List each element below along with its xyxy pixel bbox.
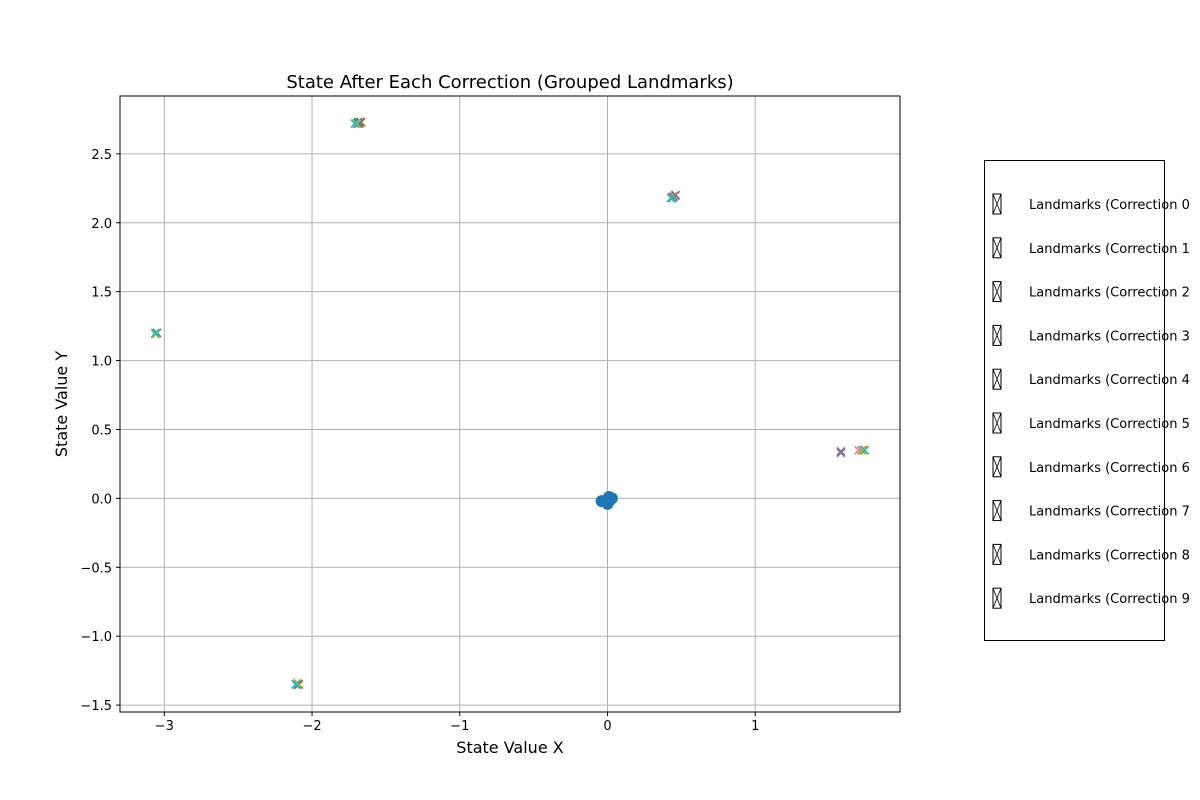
y-tick-label: 1.5 bbox=[91, 286, 112, 301]
legend-label: Landmarks (Correction 9 bbox=[1029, 592, 1190, 607]
landmark-marker bbox=[858, 445, 868, 455]
y-tick-label: 1.0 bbox=[91, 355, 112, 370]
x-tick-label: −2 bbox=[302, 719, 321, 734]
legend-label: Landmarks (Correction 0 bbox=[1029, 198, 1190, 213]
x-axis-title: State Value X bbox=[456, 738, 563, 757]
legend-entry: Landmarks (Correction 5 bbox=[992, 412, 1190, 434]
landmark-marker bbox=[836, 448, 846, 458]
grid bbox=[120, 96, 900, 712]
y-tick-label: −1.0 bbox=[80, 630, 112, 645]
x-tick-label: 1 bbox=[751, 719, 759, 734]
landmark-marker bbox=[150, 329, 160, 339]
y-tick-label: 0.5 bbox=[91, 423, 112, 438]
legend-entry: Landmarks (Correction 4 bbox=[992, 368, 1190, 390]
plot-frame bbox=[119, 95, 901, 713]
legend-label: Landmarks (Correction 8 bbox=[1029, 548, 1190, 563]
legend-box bbox=[984, 160, 1165, 641]
x-tick-label: 0 bbox=[603, 719, 611, 734]
y-tick-label: 0.0 bbox=[91, 492, 112, 507]
x-tick-label: −1 bbox=[450, 719, 469, 734]
legend-label: Landmarks (Correction 3 bbox=[1029, 329, 1190, 344]
landmark-marker bbox=[857, 445, 867, 455]
y-tick-label: −1.5 bbox=[80, 699, 112, 714]
legend-entry: Landmarks (Correction 2 bbox=[992, 281, 1190, 303]
y-tick-label: 2.5 bbox=[91, 148, 112, 163]
y-tick-label: 2.0 bbox=[91, 217, 112, 232]
landmark-marker bbox=[291, 679, 301, 689]
legend-entry: Landmarks (Correction 0 bbox=[992, 193, 1190, 215]
legend-entry: Landmarks (Correction 8 bbox=[992, 543, 1190, 565]
y-axis-title: State Value Y bbox=[52, 351, 71, 457]
y-tick-label: −0.5 bbox=[80, 561, 112, 576]
landmark-marker bbox=[836, 447, 846, 457]
landmark-marker bbox=[292, 679, 302, 689]
legend-entry: Landmarks (Correction 9 bbox=[992, 587, 1190, 609]
plot-points bbox=[150, 117, 870, 689]
legend-label: Landmarks (Correction 6 bbox=[1029, 461, 1190, 476]
chart-title: State After Each Correction (Grouped Lan… bbox=[286, 72, 733, 93]
legend-entry: Landmarks (Correction 7 bbox=[992, 500, 1190, 522]
legend-entry: Landmarks (Correction 6 bbox=[992, 456, 1190, 478]
legend-label: Landmarks (Correction 2 bbox=[1029, 286, 1190, 301]
legend-label: Landmarks (Correction 1 bbox=[1029, 242, 1190, 257]
legend-entry: Landmarks (Correction 1 bbox=[992, 237, 1190, 259]
legend-label: Landmarks (Correction 4 bbox=[1029, 373, 1190, 388]
legend-label: Landmarks (Correction 5 bbox=[1029, 417, 1190, 432]
landmark-marker bbox=[150, 328, 160, 338]
axis-ticks: −3 −2 −1 0 1 −1.5 −1.0 −0.5 0.0 0.5 1.0 1.5 2.0 2.5 bbox=[80, 148, 759, 734]
landmark-marker bbox=[666, 193, 676, 203]
landmark-marker bbox=[351, 119, 361, 129]
state-point bbox=[601, 497, 614, 510]
legend: Landmarks (Correction 0 Landmarks (Correc… bbox=[992, 193, 1190, 609]
legend-label: Landmarks (Correction 7 bbox=[1029, 505, 1190, 520]
landmark-marker bbox=[350, 119, 360, 129]
landmark-marker bbox=[860, 445, 870, 455]
legend-entry: Landmarks (Correction 3 bbox=[992, 324, 1190, 346]
x-tick-label: −3 bbox=[155, 719, 174, 734]
